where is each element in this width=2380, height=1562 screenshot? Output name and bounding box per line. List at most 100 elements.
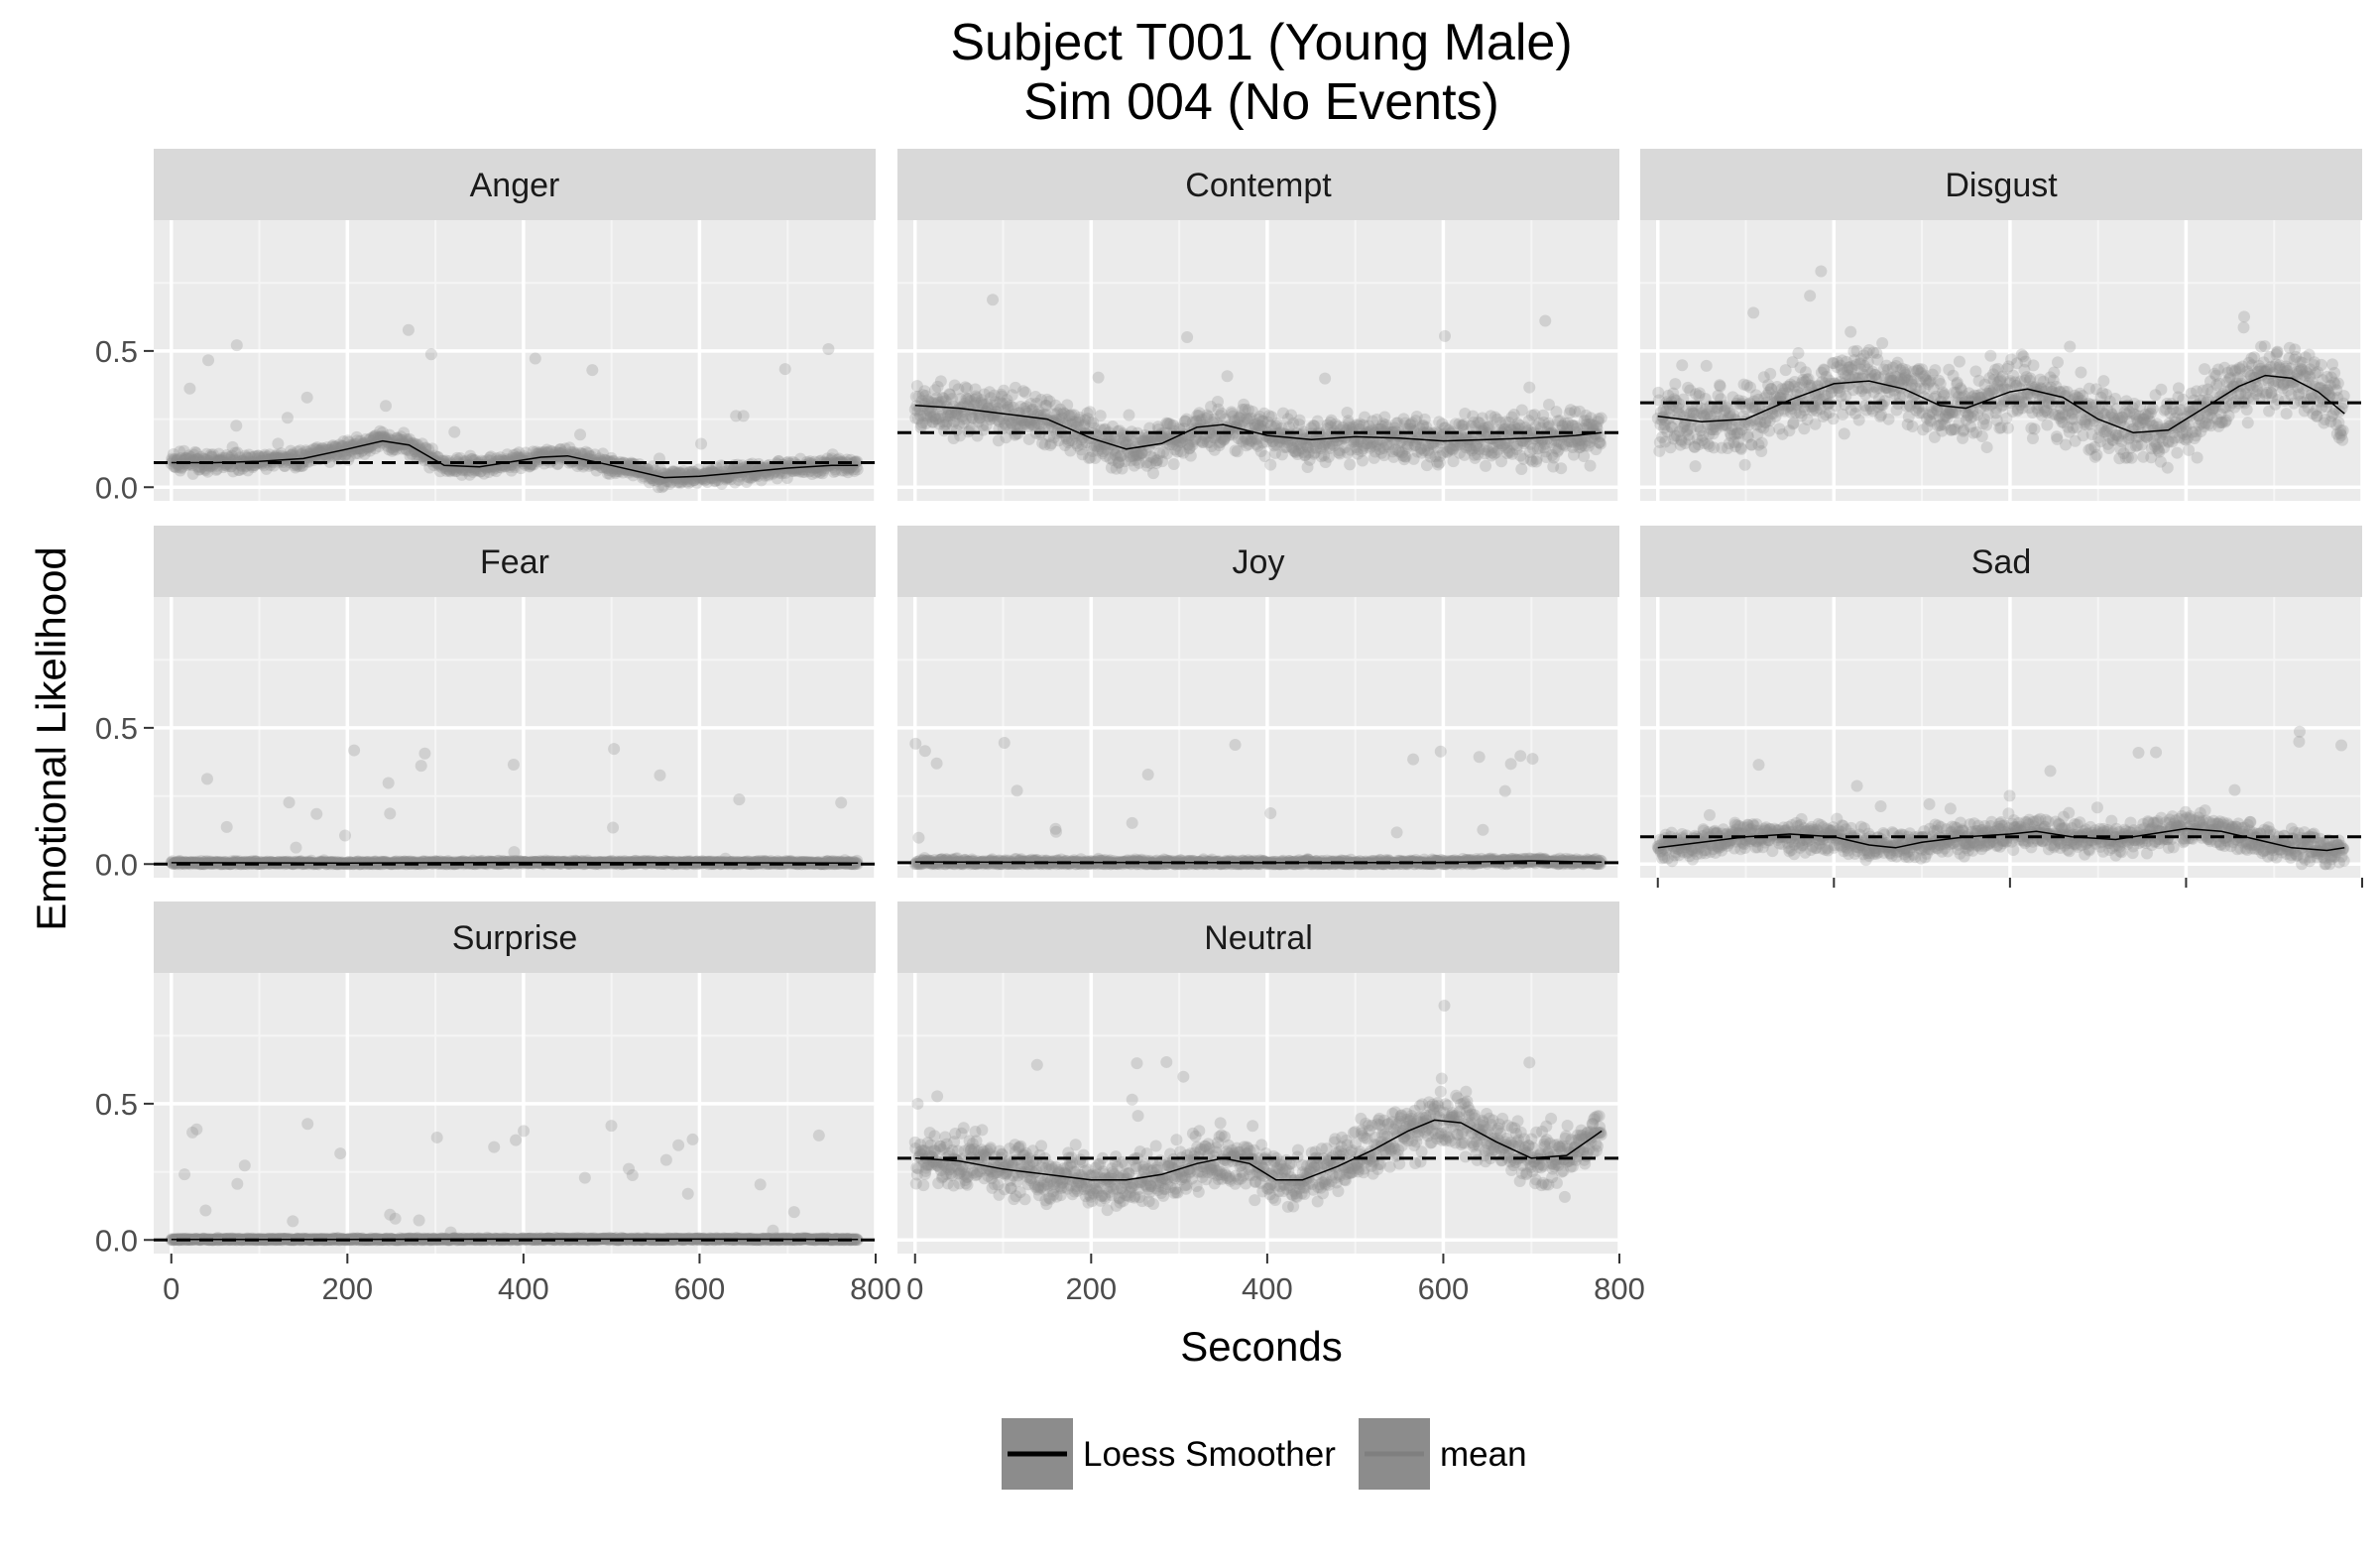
data-point (2271, 345, 2284, 358)
data-point (2146, 403, 2159, 416)
strip-label-disgust: Disgust (1945, 167, 2058, 204)
data-point (260, 462, 273, 475)
data-point (194, 450, 207, 463)
data-point (1293, 414, 1306, 426)
data-point (257, 459, 270, 472)
data-point (205, 450, 218, 463)
data-point (315, 449, 328, 462)
data-point (1515, 463, 1528, 476)
data-point (236, 462, 249, 475)
data-point (276, 449, 289, 462)
data-point (241, 464, 254, 477)
data-point (290, 841, 302, 854)
data-point (310, 807, 323, 820)
data-point (206, 448, 219, 461)
data-point (2001, 421, 2014, 434)
data-point (270, 448, 283, 461)
data-point (1689, 460, 1702, 473)
data-point (316, 442, 329, 455)
data-point (1738, 458, 1751, 471)
data-point (226, 440, 239, 453)
data-point (2315, 358, 2327, 371)
data-point (2238, 310, 2251, 323)
data-point (258, 450, 271, 463)
data-point (1980, 419, 1993, 431)
data-point (2090, 448, 2103, 461)
data-point (778, 363, 791, 376)
data-point (204, 448, 217, 461)
data-point (188, 445, 201, 458)
data-point (178, 444, 190, 457)
data-point (170, 461, 182, 474)
facet-anger: Anger 0.0 0.5 (95, 149, 878, 505)
data-point (1882, 413, 1895, 425)
data-point (384, 807, 397, 820)
data-point (2191, 451, 2203, 464)
strip-label-fear: Fear (480, 543, 549, 581)
data-point (2241, 417, 2254, 429)
data-point (252, 449, 265, 462)
data-point (382, 777, 395, 789)
data-point (285, 444, 298, 457)
data-point (199, 463, 212, 476)
strip-label-anger: Anger (470, 167, 560, 204)
data-point (1975, 430, 1988, 443)
data-point (217, 461, 230, 474)
data-point (253, 456, 266, 469)
data-point (1755, 436, 1768, 449)
data-point (226, 449, 239, 462)
data-point (1838, 427, 1850, 440)
data-point (418, 747, 431, 760)
data-point (227, 465, 240, 478)
data-point (247, 450, 260, 463)
data-point (2237, 321, 2250, 334)
data-point (296, 447, 308, 460)
data-point (607, 821, 620, 834)
data-point (1319, 372, 1332, 385)
data-point (1984, 349, 1997, 362)
data-point (574, 428, 587, 441)
data-point (608, 743, 621, 756)
data-point (822, 343, 835, 356)
data-point (424, 348, 437, 361)
y-tick-label: 0.5 (95, 334, 138, 369)
data-point (175, 461, 187, 474)
data-point (415, 760, 427, 773)
data-point (304, 449, 317, 462)
data-point (1763, 424, 1776, 437)
data-point (283, 796, 296, 809)
data-point (1181, 330, 1194, 343)
data-point (2331, 377, 2344, 390)
data-point (529, 352, 541, 365)
data-point (1184, 449, 1197, 462)
data-point (175, 452, 187, 465)
data-point (1094, 410, 1107, 422)
data-point (234, 451, 247, 464)
data-point (2064, 340, 2077, 353)
data-point (211, 454, 224, 467)
data-point (2280, 408, 2293, 421)
data-point (198, 462, 211, 475)
data-point (586, 364, 599, 377)
data-point (287, 447, 299, 460)
y-tick-label: 0.0 (95, 470, 138, 505)
data-point (1595, 412, 1607, 424)
data-point (202, 354, 215, 367)
data-point (193, 463, 206, 476)
data-point (1167, 458, 1180, 471)
data-point (187, 448, 200, 461)
data-point (737, 410, 750, 422)
data-point (1714, 380, 1726, 393)
data-point (310, 441, 323, 454)
data-point (2337, 390, 2350, 403)
data-point (182, 449, 195, 462)
data-point (1747, 306, 1760, 319)
data-point (205, 450, 218, 463)
data-point (1344, 458, 1357, 471)
data-point (1676, 359, 1689, 372)
data-point (309, 442, 322, 455)
data-point (2097, 375, 2110, 388)
data-point (167, 447, 179, 460)
